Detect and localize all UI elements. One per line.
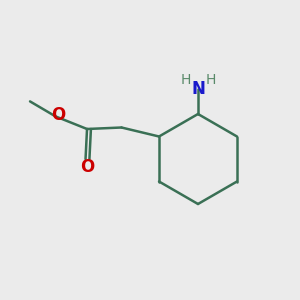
Text: H: H (206, 73, 216, 87)
Text: N: N (191, 80, 205, 98)
Text: O: O (80, 158, 94, 176)
Text: H: H (180, 73, 190, 87)
Text: O: O (51, 106, 66, 124)
